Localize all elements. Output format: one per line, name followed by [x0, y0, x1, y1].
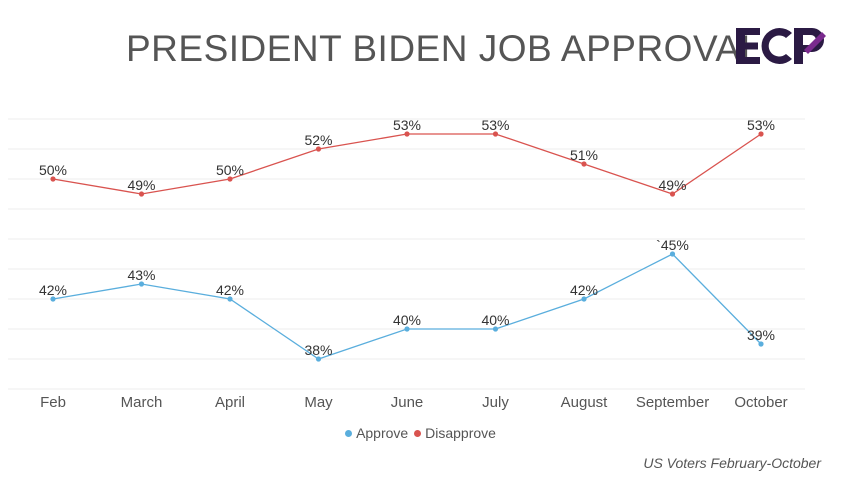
series-line-disapprove — [52, 133, 762, 195]
data-point-approve[interactable] — [492, 326, 499, 332]
data-label-approve: 43% — [127, 267, 155, 283]
x-tick-label: September — [636, 394, 709, 411]
x-tick-label: October — [734, 394, 787, 411]
series-layer: 42% 43% 42% 38% 40% 40% 42% `45% 39% 50% 49% 50% 52%… — [39, 117, 775, 362]
data-point-disapprove[interactable] — [404, 131, 410, 137]
ecp-logo — [736, 28, 826, 64]
data-label-approve: 40% — [481, 312, 509, 328]
data-point-disapprove[interactable] — [227, 176, 233, 182]
data-point-approve[interactable] — [315, 356, 322, 362]
data-point-disapprove[interactable] — [50, 176, 56, 182]
data-label-disapprove: 49% — [658, 177, 686, 193]
data-label-approve: `45% — [656, 237, 689, 253]
data-point-approve[interactable] — [581, 296, 587, 302]
legend-label-disapprove: Disapprove — [425, 425, 496, 441]
logo-mark — [736, 28, 826, 64]
data-label-approve: 39% — [747, 327, 775, 343]
chart-title: PRESIDENT BIDEN JOB APPROVAL — [126, 28, 762, 69]
x-tick-label: May — [304, 394, 333, 411]
data-label-approve: 40% — [393, 312, 421, 328]
x-tick-label: August — [561, 394, 609, 411]
data-label-disapprove: 51% — [570, 147, 598, 163]
legend-label-approve: Approve — [356, 425, 409, 441]
data-point-disapprove[interactable] — [138, 191, 145, 197]
data-label-disapprove: 53% — [393, 117, 421, 133]
data-point-approve[interactable] — [50, 296, 56, 302]
data-label-approve: 42% — [570, 282, 598, 298]
data-label-disapprove: 49% — [127, 177, 155, 193]
data-label-disapprove: 52% — [304, 132, 332, 148]
legend-item-disapprove[interactable]: Disapprove — [414, 425, 496, 441]
data-label-approve: 38% — [304, 342, 332, 358]
data-label-disapprove: 53% — [481, 117, 509, 133]
data-label-disapprove: 53% — [747, 117, 775, 133]
data-label-approve: 42% — [216, 282, 244, 298]
x-tick-label: April — [215, 394, 245, 411]
legend-swatch-disapprove — [414, 429, 422, 437]
legend-item-approve[interactable]: Approve — [345, 425, 408, 441]
data-point-approve[interactable] — [758, 341, 764, 347]
x-axis: Feb March April May June July August September O… — [40, 394, 788, 411]
data-point-approve[interactable] — [669, 251, 676, 257]
source-caption: US Voters February-October — [643, 455, 821, 471]
data-point-approve[interactable] — [404, 326, 410, 332]
x-tick-label: July — [482, 394, 509, 411]
data-point-disapprove[interactable] — [315, 146, 322, 152]
data-label-disapprove: 50% — [216, 162, 244, 178]
x-tick-label: March — [121, 394, 163, 411]
gridlines — [8, 118, 805, 390]
data-point-approve[interactable] — [227, 296, 233, 302]
data-point-disapprove[interactable] — [758, 131, 764, 137]
data-label-disapprove: 50% — [39, 162, 67, 178]
series-line-approve — [52, 253, 762, 360]
data-point-disapprove[interactable] — [492, 131, 499, 137]
data-point-disapprove[interactable] — [669, 191, 676, 197]
legend: Approve Disapprove — [0, 425, 841, 441]
data-point-disapprove[interactable] — [581, 161, 587, 167]
legend-swatch-approve — [345, 429, 353, 437]
x-tick-label: Feb — [40, 394, 66, 411]
data-label-approve: 42% — [39, 282, 67, 298]
data-point-approve[interactable] — [138, 281, 145, 287]
x-tick-label: June — [391, 394, 424, 411]
